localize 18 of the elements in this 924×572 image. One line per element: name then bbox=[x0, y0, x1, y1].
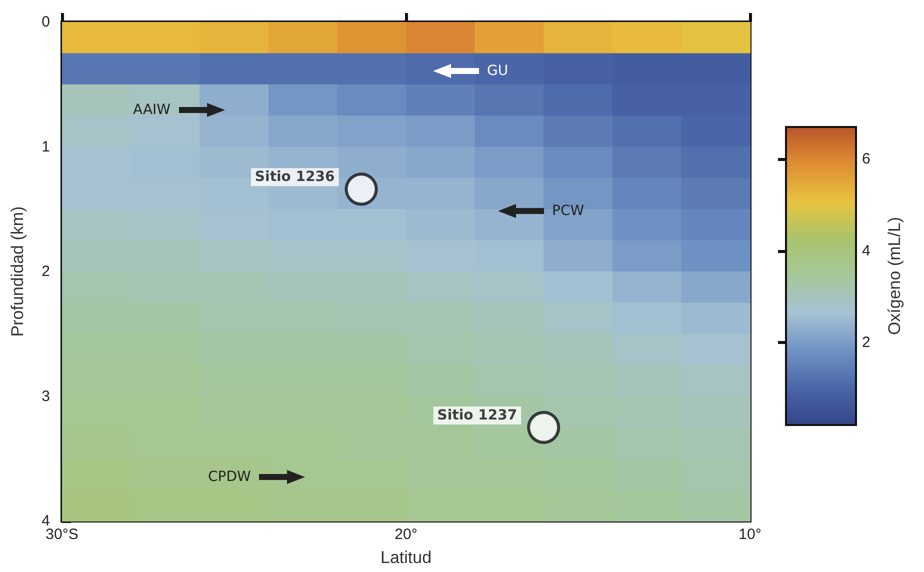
color-bar-label: 2 bbox=[862, 334, 870, 351]
x-axis-title: Latitud bbox=[380, 548, 432, 567]
x-tick-label: 20° bbox=[394, 526, 418, 543]
y-tick-label: 0 bbox=[42, 14, 50, 30]
annotation: GU bbox=[487, 63, 508, 79]
color-bar-label: 4 bbox=[862, 242, 870, 260]
y-tick-label: 1 bbox=[42, 138, 50, 156]
y-tick-label: 3 bbox=[42, 388, 50, 405]
x-tick-label: 10° bbox=[738, 526, 762, 543]
annotation: PCW bbox=[552, 203, 584, 219]
data-label: Sitio 1236 bbox=[254, 169, 335, 186]
color-bar-label: 6 bbox=[862, 150, 870, 168]
y-axis-title: Profundidad (km) bbox=[8, 206, 27, 337]
annotation: AAIW bbox=[133, 102, 171, 118]
color-bar-title: Oxígeno (mL/L) bbox=[885, 216, 904, 336]
annotation: CPDW bbox=[208, 469, 251, 485]
y-tick-label: 2 bbox=[42, 263, 50, 280]
data-label: Sitio 1237 bbox=[437, 407, 518, 424]
